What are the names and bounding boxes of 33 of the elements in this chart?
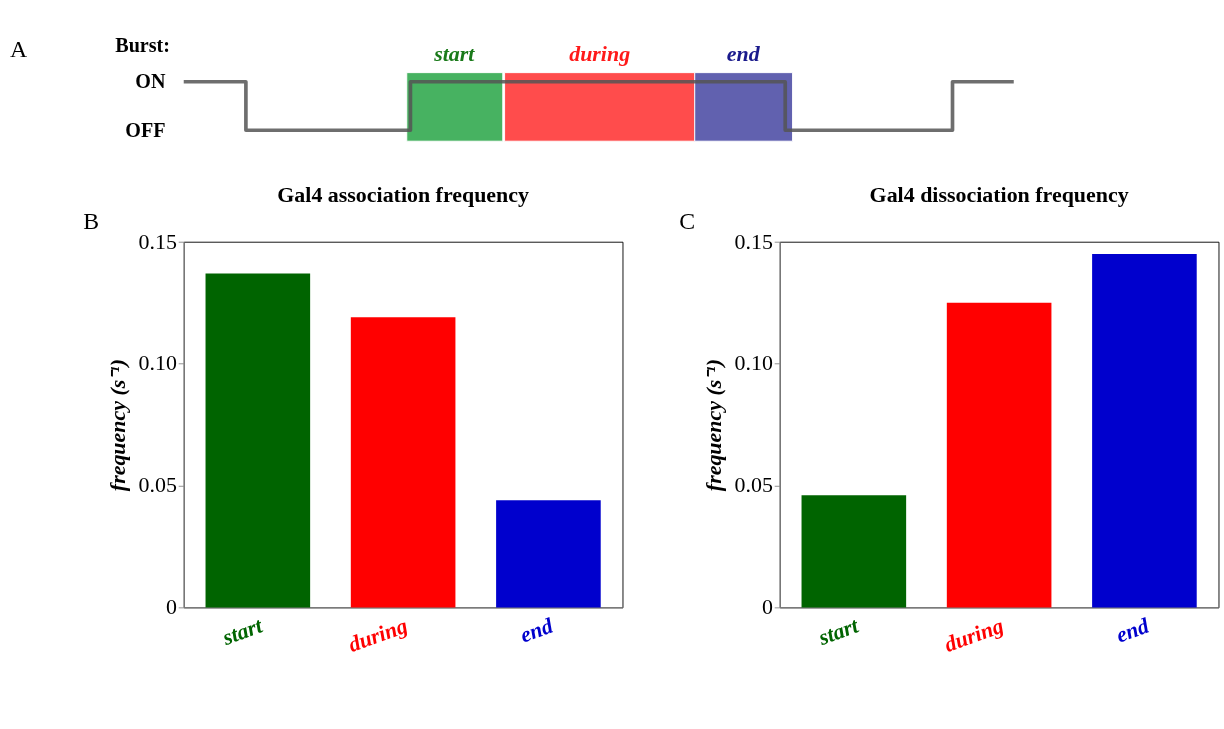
x-tick-label: start: [218, 612, 267, 651]
x-tick-label: end: [1112, 612, 1154, 648]
x-tick-label: during: [344, 612, 411, 658]
x-tick-label: during: [940, 612, 1007, 658]
text: C: [679, 207, 696, 234]
y-axis-title: frequency (s⁻¹): [700, 358, 726, 492]
y-tick-label: 0.10: [734, 350, 773, 376]
y-tick-label: 0.10: [138, 350, 177, 376]
text: A: [10, 36, 28, 63]
y-tick-label: 0.15: [734, 228, 773, 254]
text: ON: [135, 70, 166, 93]
chart-title: Gal4 association frequency: [277, 181, 530, 207]
y-tick-label: 0.05: [734, 472, 773, 498]
bar: [496, 500, 601, 608]
text: end: [726, 40, 761, 66]
y-axis-title: frequency (s⁻¹): [104, 358, 130, 492]
y-tick-label: 0.05: [138, 472, 177, 498]
text: Burst:: [115, 33, 171, 56]
text: during: [569, 40, 631, 66]
bar: [350, 317, 456, 608]
text: start: [433, 40, 476, 66]
bar: [946, 302, 1052, 608]
chart-title: Gal4 dissociation frequency: [869, 181, 1129, 207]
bar: [205, 273, 311, 608]
y-tick-label: 0: [165, 594, 177, 620]
y-tick-label: 0: [761, 594, 773, 620]
y-tick-label: 0.15: [138, 228, 177, 254]
text: B: [83, 207, 100, 234]
x-tick-label: start: [814, 612, 863, 651]
text: OFF: [125, 118, 166, 141]
x-tick-label: end: [516, 612, 558, 648]
bar: [1092, 253, 1197, 608]
bar: [801, 495, 907, 608]
